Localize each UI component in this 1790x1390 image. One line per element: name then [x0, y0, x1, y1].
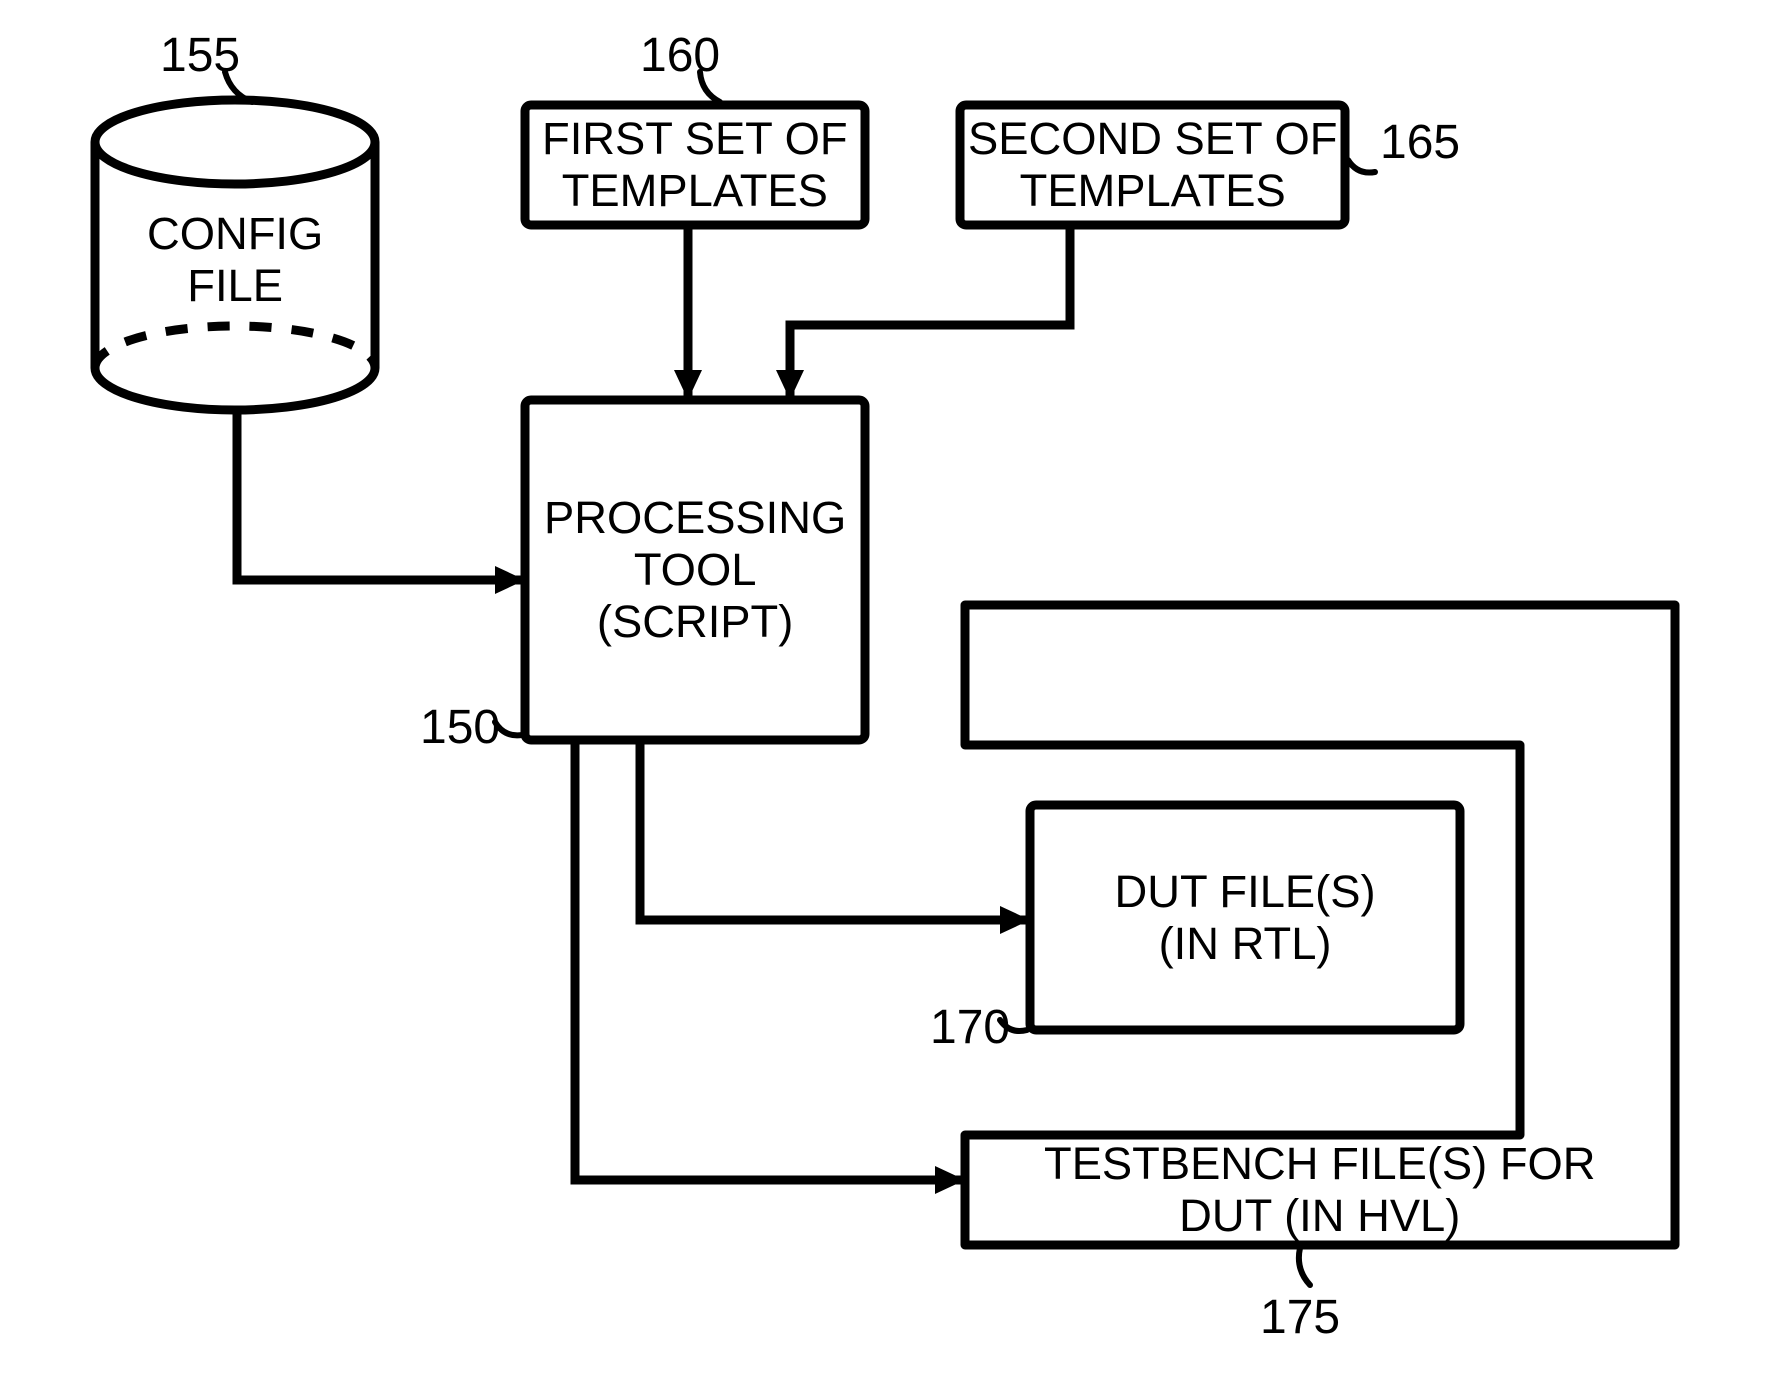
ref-170: 170: [930, 1000, 1010, 1055]
ref-165: 165: [1380, 115, 1460, 170]
ref-175: 175: [1260, 1290, 1340, 1345]
config-file-label: CONFIG FILE: [147, 208, 323, 312]
ref-160: 160: [640, 28, 720, 83]
first-templates-label: FIRST SET OF TEMPLATES: [542, 113, 848, 217]
ref-155: 155: [160, 28, 240, 83]
second-templates-label: SECOND SET OF TEMPLATES: [968, 113, 1337, 217]
ref-150: 150: [420, 700, 500, 755]
testbench-label: TESTBENCH FILE(S) FOR DUT (IN HVL): [1044, 1138, 1596, 1242]
diagram-canvas: CONFIG FILE FIRST SET OF TEMPLATES SECON…: [0, 0, 1790, 1390]
processing-tool-label: PROCESSING TOOL (SCRIPT): [544, 492, 846, 648]
dut-files-label: DUT FILE(S) (IN RTL): [1115, 866, 1376, 970]
